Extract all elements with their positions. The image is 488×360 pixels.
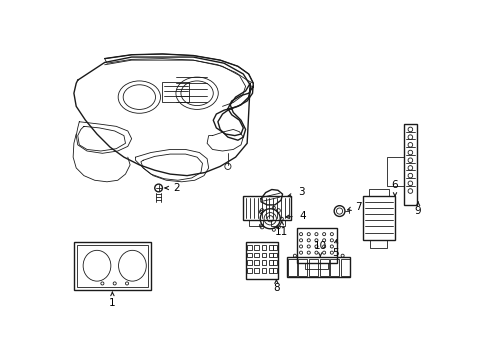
- Bar: [270, 220, 285, 226]
- Bar: [246, 268, 251, 273]
- Text: 7: 7: [355, 202, 362, 212]
- Bar: [246, 260, 251, 265]
- Bar: [261, 253, 266, 257]
- Bar: [286, 257, 349, 277]
- Text: 6: 6: [391, 180, 398, 190]
- Bar: [298, 259, 307, 276]
- Bar: [261, 245, 266, 249]
- Text: 4: 4: [299, 211, 305, 221]
- Text: 2: 2: [173, 183, 179, 193]
- Text: 8: 8: [272, 283, 279, 293]
- Bar: [74, 242, 151, 289]
- Bar: [261, 268, 266, 273]
- Bar: [369, 240, 386, 248]
- Bar: [386, 157, 404, 186]
- Bar: [272, 260, 277, 265]
- Bar: [404, 124, 416, 205]
- Bar: [77, 245, 147, 287]
- Bar: [308, 259, 317, 276]
- Bar: [268, 253, 273, 257]
- Bar: [287, 259, 296, 276]
- Bar: [254, 245, 258, 249]
- Bar: [297, 228, 337, 263]
- Bar: [245, 242, 277, 279]
- Text: 1: 1: [109, 298, 116, 309]
- Bar: [254, 268, 258, 273]
- Text: 9: 9: [414, 206, 421, 216]
- Bar: [272, 253, 277, 257]
- Bar: [246, 253, 251, 257]
- Text: 3: 3: [297, 187, 304, 197]
- Bar: [162, 82, 189, 102]
- Bar: [268, 260, 273, 265]
- Bar: [268, 268, 273, 273]
- Bar: [368, 189, 388, 195]
- Text: 10: 10: [313, 242, 326, 252]
- Text: 11: 11: [275, 227, 288, 237]
- Bar: [362, 195, 394, 240]
- Bar: [254, 253, 258, 257]
- Bar: [268, 245, 273, 249]
- Bar: [246, 245, 251, 249]
- Bar: [305, 263, 327, 269]
- Bar: [249, 220, 263, 226]
- Bar: [319, 259, 328, 276]
- Bar: [272, 245, 277, 249]
- Text: 5: 5: [332, 248, 338, 258]
- Bar: [272, 268, 277, 273]
- Bar: [329, 259, 338, 276]
- Bar: [340, 259, 349, 276]
- Bar: [261, 260, 266, 265]
- Bar: [254, 260, 258, 265]
- Bar: [243, 195, 290, 220]
